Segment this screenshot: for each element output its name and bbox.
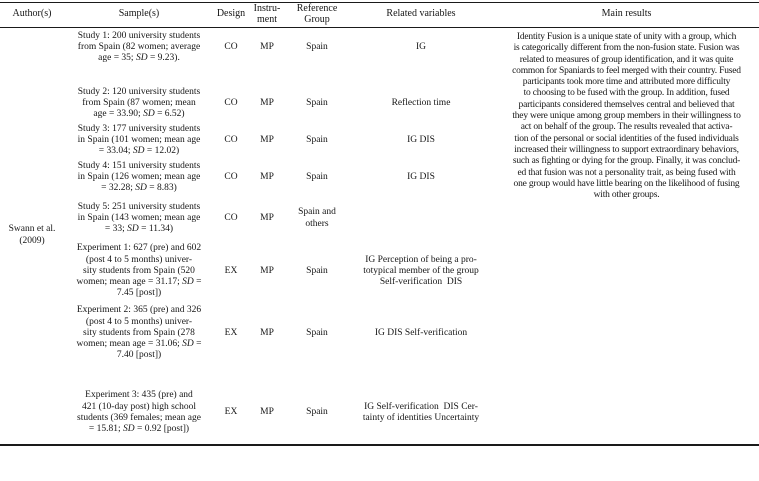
table-row: Experiment 1: 627 (pre) and 602 (post 4 … — [0, 241, 759, 303]
header-design: Design — [214, 2, 248, 28]
literature-review-table: Author(s) Sample(s) Design Instru- ment … — [0, 2, 759, 446]
reference-group-cell: Spain — [306, 134, 328, 145]
table-row: Study 2: 120 university students from Sp… — [0, 85, 759, 123]
related-variables-cell: Reflection time — [391, 97, 451, 108]
sample-cell: Study 4: 151 university students in Spai… — [77, 160, 201, 194]
design-cell: CO — [224, 97, 238, 108]
header-row: Author(s) Sample(s) Design Instru- ment … — [0, 2, 759, 28]
design-cell: EX — [224, 407, 238, 418]
header-reference-group: Reference Group — [286, 2, 348, 28]
reference-group-cell: Spain — [306, 97, 328, 108]
reference-group-cell: Spain — [306, 265, 328, 276]
table-row: Study 3: 177 university students in Spai… — [0, 123, 759, 159]
related-variables-cell: IG Perception of being a pro- totypical … — [363, 254, 479, 288]
instrument-cell: MP — [260, 212, 274, 223]
table-row: Experiment 3: 435 (pre) and 421 (10-day … — [0, 383, 759, 445]
header-samples: Sample(s) — [64, 2, 214, 28]
header-instrument: Instru- ment — [248, 2, 286, 28]
design-cell: CO — [224, 171, 238, 182]
reference-group-cell: Spain and others — [298, 207, 336, 229]
header-main-results: Main results — [494, 2, 759, 28]
reference-group-cell: Spain — [306, 42, 328, 53]
sample-cell: Study 3: 177 university students in Spai… — [77, 123, 201, 157]
sample-cell: Experiment 3: 435 (pre) and 421 (10-day … — [77, 390, 201, 435]
sample-cell: Experiment 1: 627 (pre) and 602 (post 4 … — [76, 243, 202, 299]
sample-cell: Experiment 2: 365 (pre) and 326 (post 4 … — [76, 305, 202, 361]
design-cell: EX — [224, 265, 238, 276]
table-row: Swann et al. (2009) Study 1: 200 univers… — [0, 28, 759, 246]
header-related-variables: Related variables — [348, 2, 494, 28]
sample-cell: Study 5: 251 university students in Spai… — [77, 201, 201, 235]
reference-group-cell: Spain — [306, 327, 328, 338]
instrument-cell: MP — [260, 407, 274, 418]
related-variables-cell: IG DIS — [407, 134, 435, 145]
table-row: Study 4: 151 university students in Spai… — [0, 159, 759, 197]
sample-cell: Study 2: 120 university students from Sp… — [77, 86, 201, 120]
related-variables-cell: IG DIS Self-verification — [374, 327, 468, 338]
design-cell: CO — [224, 134, 238, 145]
design-cell: CO — [224, 212, 238, 223]
spacer-cell — [64, 365, 494, 383]
instrument-cell: MP — [260, 171, 274, 182]
instrument-cell: MP — [260, 327, 274, 338]
reference-group-cell: Spain — [306, 407, 328, 418]
spacer-cell — [64, 68, 494, 85]
related-variables-cell — [348, 197, 494, 241]
author-cell: Swann et al. (2009) — [8, 224, 56, 246]
instrument-cell: MP — [260, 265, 274, 276]
reference-group-cell: Spain — [306, 171, 328, 182]
related-variables-cell: IG Self-verification DIS Cer- tainty of … — [362, 401, 480, 423]
instrument-cell: MP — [260, 42, 274, 53]
related-variables-cell: IG — [415, 42, 427, 53]
table-row: Study 5: 251 university students in Spai… — [0, 197, 759, 241]
related-variables-cell: IG DIS — [407, 171, 435, 182]
sample-cell: Study 1: 200 university students from Sp… — [77, 30, 201, 64]
header-authors: Author(s) — [0, 2, 64, 28]
design-cell: EX — [224, 327, 238, 338]
table-row: Experiment 2: 365 (pre) and 326 (post 4 … — [0, 303, 759, 365]
instrument-cell: MP — [260, 97, 274, 108]
instrument-cell: MP — [260, 134, 274, 145]
design-cell: CO — [224, 42, 238, 53]
main-results-cell: Identity Fusion is a unique state of uni… — [512, 32, 741, 201]
